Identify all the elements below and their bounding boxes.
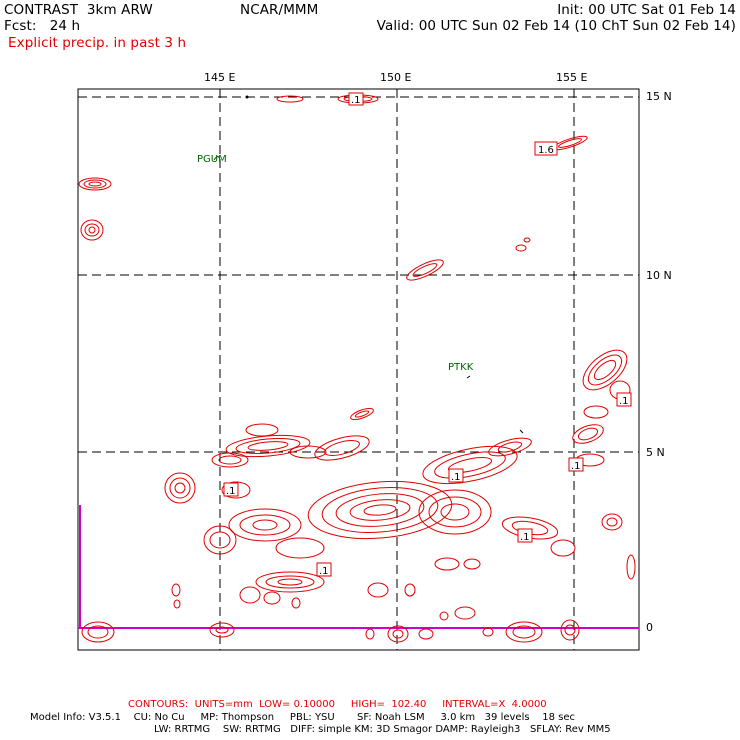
chuuk-marker — [466, 375, 471, 379]
contour-label: .1 — [520, 532, 530, 543]
valid-time: Valid: 00 UTC Sun 02 Feb 14 (10 ChT Sun … — [376, 18, 736, 34]
map-frame — [77, 88, 640, 651]
contour-label: .1 — [226, 486, 236, 497]
lat-label-10n: 10 N — [646, 269, 672, 282]
lon-label-155: 155 E — [556, 71, 588, 84]
contour-label: .1 — [451, 472, 461, 483]
precip-contours — [78, 94, 636, 643]
station-label-ptkk: PTKK — [448, 362, 474, 373]
organization: NCAR/MMM — [240, 2, 319, 18]
contour-label: 1.6 — [538, 145, 554, 156]
island-marker — [245, 95, 249, 99]
island-marker — [519, 429, 524, 434]
station-markers: PGUM PTKK — [197, 95, 524, 434]
lon-label-150: 150 E — [380, 71, 412, 84]
model-info-line2: LW: RRTMG SW: RRTMG DIFF: simple KM: 3D … — [154, 724, 611, 735]
contour-label: .1 — [319, 566, 329, 577]
contour-info: CONTOURS: UNITS=mm LOW= 0.10000 HIGH= 10… — [128, 699, 547, 710]
model-info-line1: Model Info: V3.5.1 CU: No Cu MP: Thompso… — [30, 712, 576, 723]
contour-label: .1 — [351, 95, 361, 106]
station-label-pgum: PGUM — [197, 154, 227, 165]
field-title: Explicit precip. in past 3 h — [8, 35, 187, 51]
lat-label-eq: 0 — [646, 621, 653, 634]
init-time: Init: 00 UTC Sat 01 Feb 14 — [557, 2, 736, 18]
lat-label-15n: 15 N — [646, 90, 672, 103]
lon-label-145: 145 E — [204, 71, 236, 84]
forecast-hour: Fcst: 24 h — [4, 18, 81, 34]
contour-labels: .1 1.6 .1 .1 .1 .1 .1 .1 — [223, 92, 632, 577]
lat-label-5n: 5 N — [646, 446, 665, 459]
guam-coast — [213, 155, 220, 161]
contour-label: .1 — [619, 396, 629, 407]
contour-label: .1 — [571, 461, 581, 472]
model-title: CONTRAST 3km ARW — [4, 2, 153, 18]
graticule — [78, 89, 639, 650]
